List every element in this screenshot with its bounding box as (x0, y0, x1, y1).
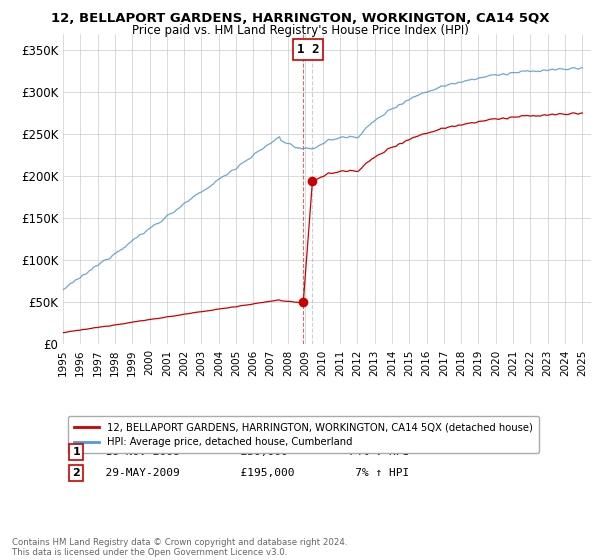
Text: 12, BELLAPORT GARDENS, HARRINGTON, WORKINGTON, CA14 5QX: 12, BELLAPORT GARDENS, HARRINGTON, WORKI… (51, 12, 549, 25)
Text: Price paid vs. HM Land Registry's House Price Index (HPI): Price paid vs. HM Land Registry's House … (131, 24, 469, 36)
Text: 18-NOV-2008         £50,000         74% ↓ HPI: 18-NOV-2008 £50,000 74% ↓ HPI (92, 447, 409, 456)
Text: 1: 1 (73, 447, 80, 456)
Text: 29-MAY-2009         £195,000         7% ↑ HPI: 29-MAY-2009 £195,000 7% ↑ HPI (92, 468, 409, 478)
Text: Contains HM Land Registry data © Crown copyright and database right 2024.
This d: Contains HM Land Registry data © Crown c… (12, 538, 347, 557)
Text: 1 2: 1 2 (296, 43, 319, 56)
Text: 2: 2 (73, 468, 80, 478)
Legend: 12, BELLAPORT GARDENS, HARRINGTON, WORKINGTON, CA14 5QX (detached house), HPI: A: 12, BELLAPORT GARDENS, HARRINGTON, WORKI… (68, 416, 539, 453)
